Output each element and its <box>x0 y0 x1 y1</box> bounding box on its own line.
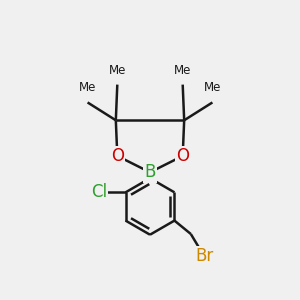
Text: O: O <box>111 147 124 165</box>
Text: Br: Br <box>195 247 213 265</box>
Text: Me: Me <box>79 81 96 94</box>
Text: B: B <box>144 163 156 181</box>
Text: Me: Me <box>204 81 221 94</box>
Text: Me: Me <box>174 64 191 77</box>
Text: O: O <box>176 147 189 165</box>
Text: Cl: Cl <box>91 183 107 201</box>
Text: Me: Me <box>109 64 126 77</box>
